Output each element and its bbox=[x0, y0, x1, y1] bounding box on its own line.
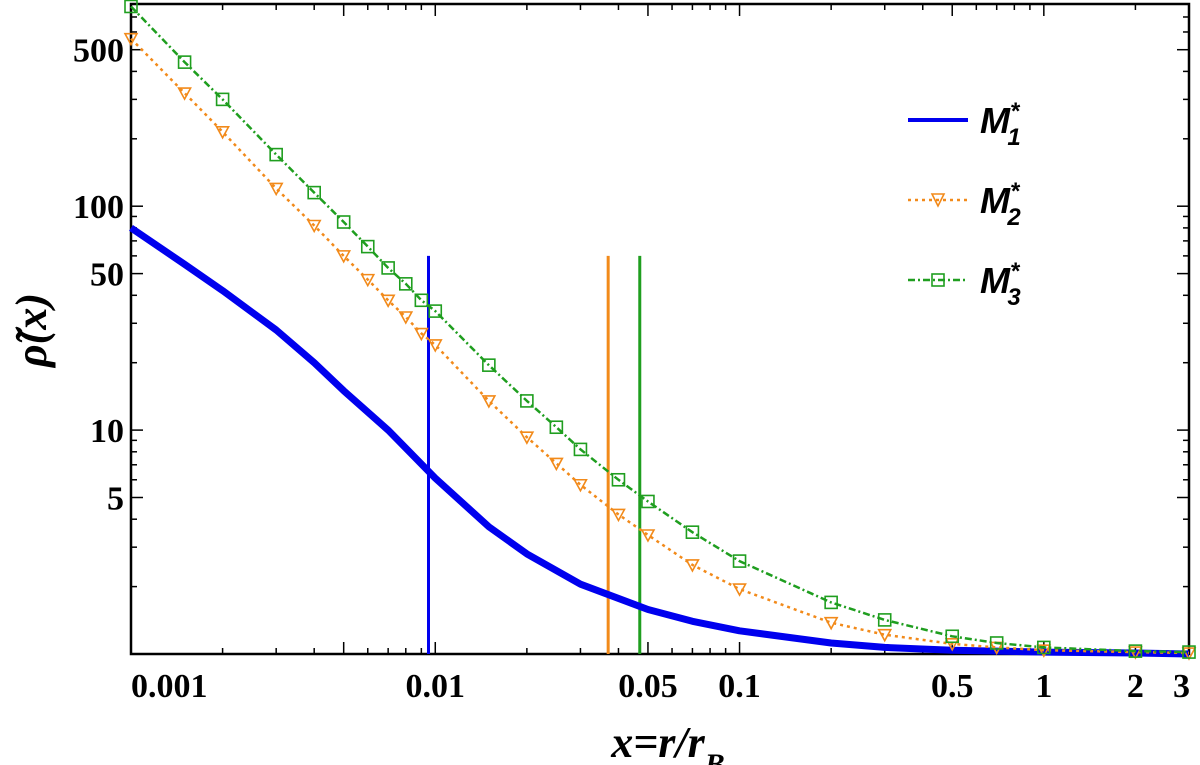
x-tick-label: 0.5 bbox=[931, 668, 974, 705]
series-line bbox=[130, 5, 1190, 654]
series-line bbox=[130, 37, 1190, 655]
data-point bbox=[989, 636, 1004, 650]
data-point bbox=[945, 629, 960, 644]
series-line bbox=[129, 225, 1190, 658]
y-axis-title: ρ̃(x) bbox=[7, 293, 56, 369]
data-point bbox=[307, 185, 321, 200]
data-point bbox=[1182, 645, 1196, 659]
data-point bbox=[641, 494, 655, 509]
y-tick-label: 10 bbox=[90, 413, 124, 450]
x-tick-label: 0.01 bbox=[406, 668, 466, 705]
data-point bbox=[269, 147, 283, 162]
data-point bbox=[428, 304, 443, 318]
data-point bbox=[1128, 646, 1143, 660]
data-point bbox=[520, 394, 534, 408]
data-point bbox=[573, 478, 588, 493]
data-point bbox=[732, 554, 747, 568]
x-tick-label: 0.05 bbox=[618, 668, 678, 705]
legend-marker bbox=[931, 273, 945, 287]
data-point bbox=[824, 595, 838, 610]
data-point bbox=[611, 472, 626, 487]
data-point bbox=[877, 628, 893, 643]
x-tick-label: 2 bbox=[1127, 668, 1144, 705]
legend-label: M* 1 bbox=[980, 98, 1021, 151]
data-series bbox=[123, 0, 1197, 661]
x-tick-label: 0.1 bbox=[718, 668, 761, 705]
data-point bbox=[414, 327, 429, 342]
data-point bbox=[685, 559, 700, 573]
data-point bbox=[573, 442, 588, 457]
reference-lines bbox=[426, 255, 642, 654]
data-point bbox=[177, 87, 192, 101]
y-tick-label: 100 bbox=[73, 189, 124, 226]
data-point bbox=[685, 525, 700, 539]
data-point bbox=[215, 125, 230, 140]
legend-label: M* 3 bbox=[980, 258, 1021, 311]
data-point bbox=[732, 583, 747, 597]
data-point bbox=[944, 638, 960, 652]
y-tick-label: 5 bbox=[107, 481, 124, 518]
data-point bbox=[482, 358, 496, 372]
data-point bbox=[427, 339, 443, 353]
data-point bbox=[398, 311, 414, 325]
x-tick-label: 0.001 bbox=[131, 668, 208, 705]
legend-label: M* 2 bbox=[980, 178, 1021, 231]
data-point bbox=[398, 277, 413, 291]
data-point bbox=[215, 92, 230, 107]
data-point bbox=[611, 508, 626, 523]
data-point bbox=[481, 395, 497, 409]
x-tick-label: 1 bbox=[1035, 668, 1052, 705]
data-point bbox=[1036, 644, 1052, 658]
y-tick-label: 50 bbox=[90, 257, 124, 294]
data-point bbox=[268, 182, 284, 197]
x-axis-title: x=r/rB bbox=[610, 718, 725, 765]
data-point bbox=[640, 529, 656, 543]
plot-frame bbox=[129, 2, 1191, 656]
data-point bbox=[381, 261, 395, 275]
data-point bbox=[360, 239, 375, 254]
axis-ticks: 0.001 0.01 0.05 0.1 0.5 1 2 3 5 10 50 100 500 bbox=[73, 3, 1190, 705]
data-point bbox=[336, 215, 351, 229]
data-point bbox=[360, 273, 376, 288]
data-point bbox=[124, 0, 138, 14]
data-point bbox=[123, 32, 139, 47]
data-point bbox=[1128, 644, 1143, 658]
data-point bbox=[519, 431, 535, 445]
data-point bbox=[414, 293, 429, 308]
data-point bbox=[306, 219, 322, 234]
data-point bbox=[336, 250, 352, 264]
data-point bbox=[823, 616, 839, 631]
y-tick-label: 500 bbox=[73, 33, 124, 70]
data-point bbox=[177, 55, 192, 69]
data-point bbox=[380, 294, 396, 308]
data-point bbox=[1037, 640, 1051, 655]
data-point bbox=[549, 420, 564, 435]
data-point bbox=[877, 613, 892, 627]
legend: M* 1 M* 2 M* 3 bbox=[908, 98, 1021, 311]
x-tick-label: 3 bbox=[1173, 668, 1190, 705]
data-point bbox=[1181, 647, 1197, 661]
legend-marker bbox=[930, 193, 946, 208]
data-point bbox=[549, 457, 564, 472]
